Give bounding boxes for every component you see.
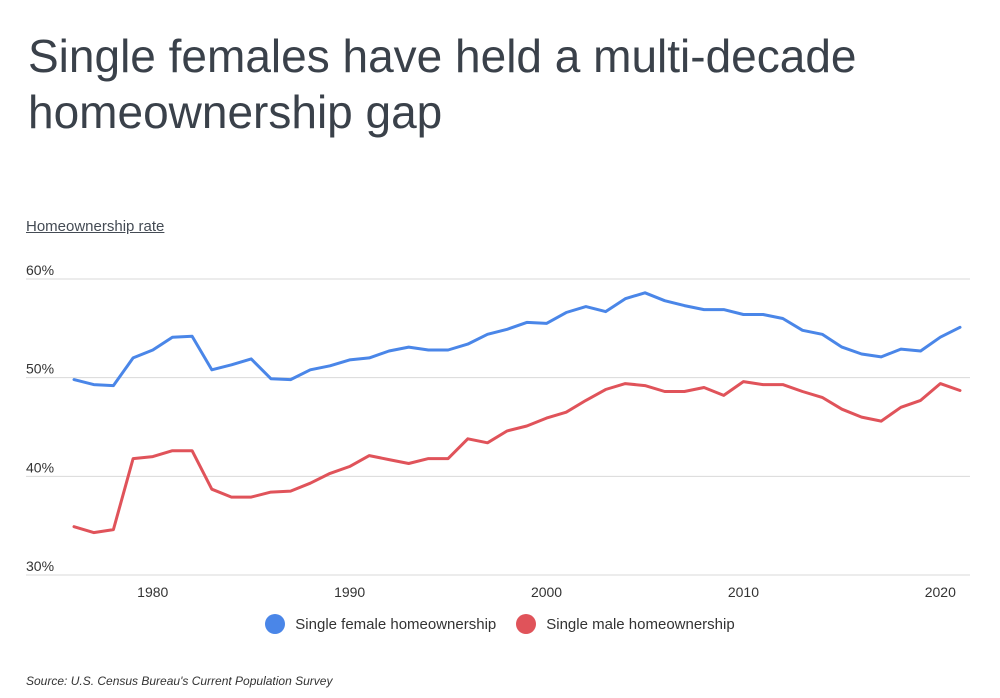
x-tick-label: 2010 [728,584,759,600]
y-tick-label: 40% [26,459,54,475]
y-tick-label: 50% [26,361,54,377]
line-chart: 30% 40% 50% 60% 1980 1990 2000 2010 2020 [26,262,970,600]
legend: Single female homeownership Single male … [0,614,1000,634]
series-line-female[interactable] [72,291,962,388]
x-tick-label: 2020 [925,584,956,600]
chart-title: Single females have held a multi-decade … [28,30,857,138]
legend-marker-male [516,614,537,634]
x-tick-label: 1990 [334,584,365,600]
legend-item-male[interactable]: Single male homeownership [516,614,735,634]
x-tick-label: 1980 [137,584,168,600]
x-tick-label: 2000 [531,584,562,600]
legend-label-female: Single female homeownership [295,615,497,633]
legend-item-female[interactable]: Single female homeownership [265,614,496,634]
series-line-male[interactable] [72,380,962,535]
legend-marker-female [265,614,286,634]
y-tick-label: 30% [26,558,54,574]
source-note: Source: U.S. Census Bureau's Current Pop… [26,674,333,688]
legend-label-male: Single male homeownership [546,615,735,633]
y-tick-label: 60% [26,262,54,278]
y-axis-label: Homeownership rate [26,218,165,235]
